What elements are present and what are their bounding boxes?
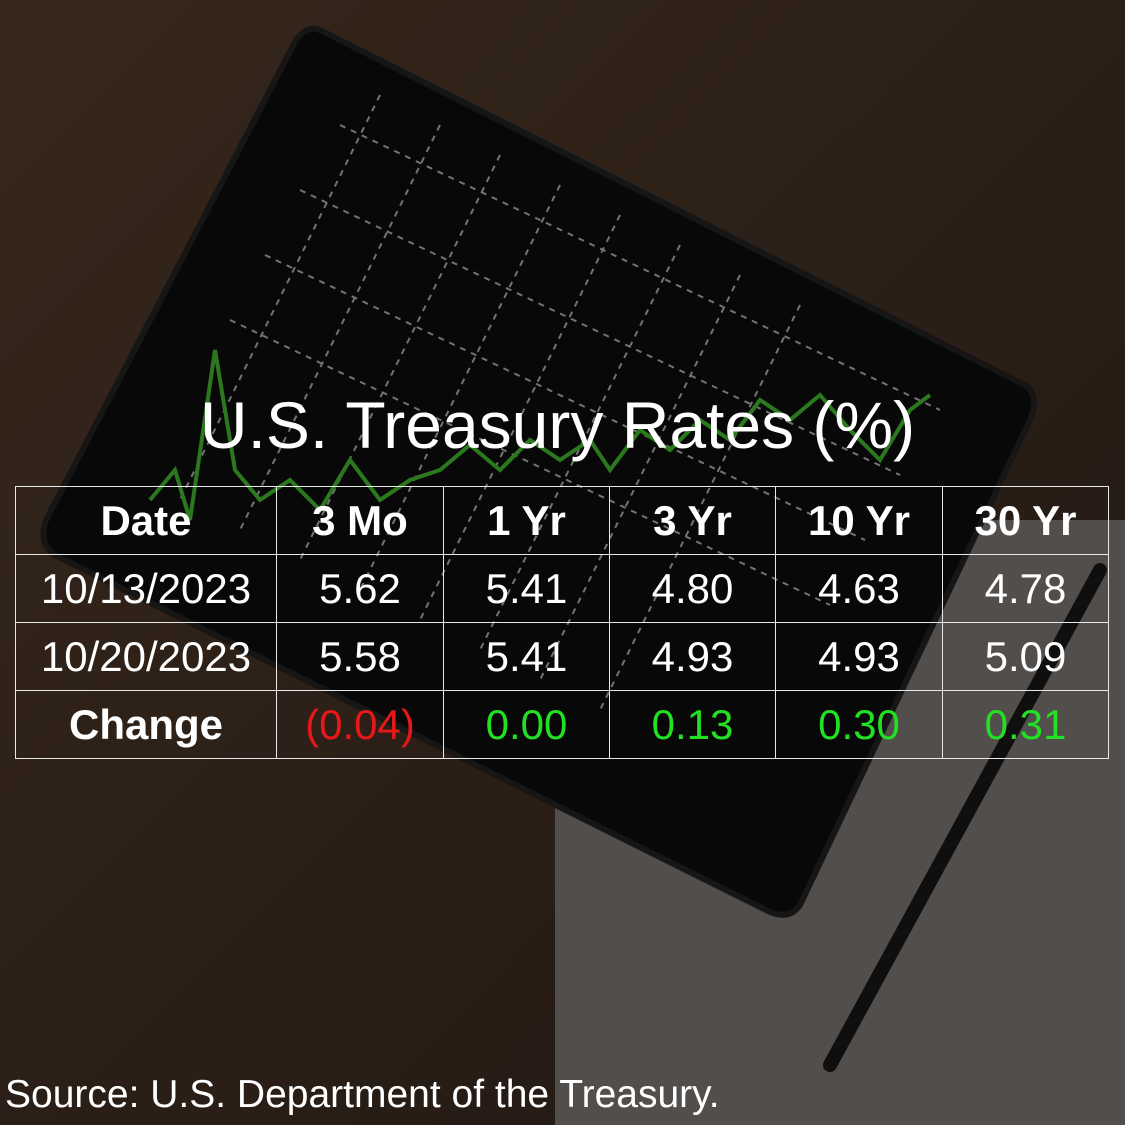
header-cell: 1 Yr — [443, 486, 610, 555]
rates-table: Date 3 Mo 1 Yr 3 Yr 10 Yr 30 Yr 10/13/2023 5.62… — [15, 486, 1109, 759]
change-row: Change (0.04) 0.00 0.13 0.30 0.31 — [15, 690, 1109, 759]
rate-cell: 4.63 — [775, 554, 943, 623]
data-row: 10/20/2023 5.58 5.41 4.93 4.93 5.09 — [15, 622, 1109, 691]
rate-cell: 5.09 — [942, 622, 1109, 691]
row-label: 10/13/2023 — [15, 554, 277, 623]
header-cell: 30 Yr — [942, 486, 1109, 555]
row-label: 10/20/2023 — [15, 622, 277, 691]
rate-cell: 5.58 — [276, 622, 444, 691]
rate-cell: 0.00 — [443, 690, 610, 759]
rate-cell: 4.93 — [775, 622, 943, 691]
rate-cell: 0.30 — [775, 690, 943, 759]
rate-cell: 0.13 — [609, 690, 776, 759]
rate-cell: 4.93 — [609, 622, 776, 691]
rate-cell: 5.62 — [276, 554, 444, 623]
rate-cell: 4.80 — [609, 554, 776, 623]
rate-cell: 0.31 — [942, 690, 1109, 759]
row-label: Change — [15, 690, 277, 759]
rate-cell: 5.41 — [443, 554, 610, 623]
data-row: 10/13/2023 5.62 5.41 4.80 4.63 4.78 — [15, 554, 1109, 623]
title: U.S. Treasury Rates (%) — [199, 388, 916, 462]
header-row: Date 3 Mo 1 Yr 3 Yr 10 Yr 30 Yr — [15, 486, 1109, 555]
source-note: Source: U.S. Department of the Treasury. — [5, 1073, 720, 1116]
header-cell: Date — [15, 486, 277, 555]
rate-cell: (0.04) — [276, 690, 444, 759]
rate-cell: 4.78 — [942, 554, 1109, 623]
rate-cell: 5.41 — [443, 622, 610, 691]
header-cell: 3 Yr — [609, 486, 776, 555]
header-cell: 3 Mo — [276, 486, 444, 555]
header-cell: 10 Yr — [775, 486, 943, 555]
